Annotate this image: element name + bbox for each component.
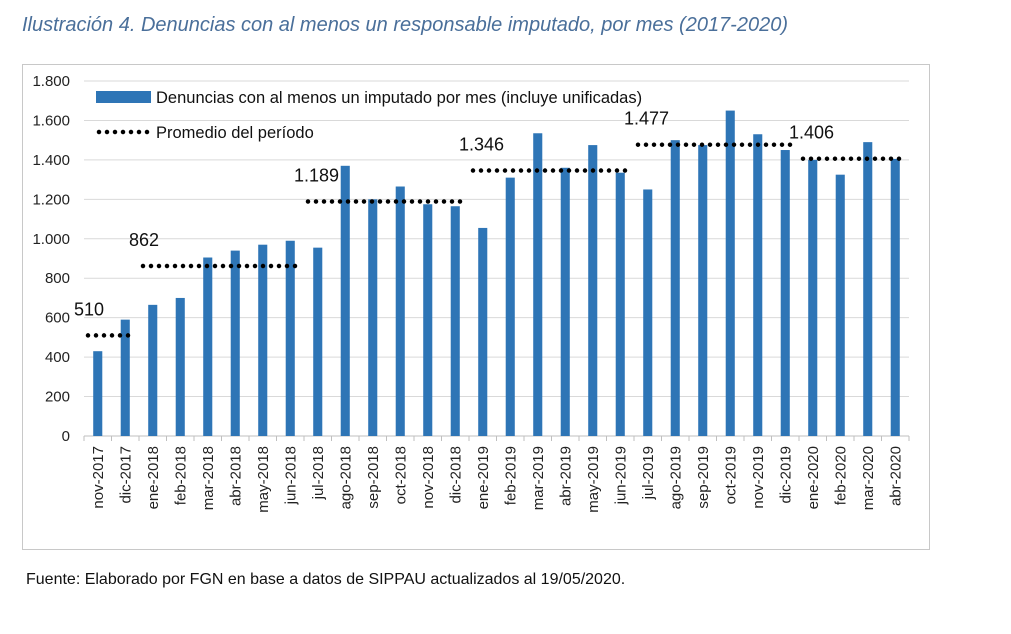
x-tick-label: dic-2018 xyxy=(447,446,464,504)
bar xyxy=(395,186,405,436)
bar xyxy=(93,351,103,436)
average-label: 510 xyxy=(74,299,104,319)
bar xyxy=(203,257,213,436)
legend-swatch-bars xyxy=(96,91,151,103)
x-tick-label: may-2019 xyxy=(585,446,602,513)
bar xyxy=(588,145,598,436)
x-tick-label: jul-2018 xyxy=(310,446,327,500)
legend-label-bars: Denuncias con al menos un imputado por m… xyxy=(156,89,642,107)
x-tick-label: jun-2019 xyxy=(612,446,629,505)
average-label: 1.477 xyxy=(624,109,669,129)
bar xyxy=(368,199,378,436)
x-tick-label: sep-2019 xyxy=(695,446,712,509)
bar xyxy=(423,204,433,436)
bar xyxy=(863,142,873,436)
bar xyxy=(890,158,900,436)
bar xyxy=(670,140,680,436)
bar xyxy=(533,133,543,436)
y-tick-label: 600 xyxy=(45,310,70,327)
x-tick-label: sep-2018 xyxy=(365,446,382,509)
bar xyxy=(698,145,708,436)
y-tick-label: 1.000 xyxy=(32,231,70,248)
bar xyxy=(148,304,158,436)
bar xyxy=(313,247,323,436)
x-tick-label: abr-2018 xyxy=(227,446,244,506)
x-tick-label: nov-2018 xyxy=(420,446,437,509)
chart-frame: 0 200 400 600 800 1.000 1.200 1.400 1.600 1.800 no… xyxy=(22,64,930,550)
bar-chart: 0 200 400 600 800 1.000 1.200 1.400 1.600 1.800 no… xyxy=(32,73,910,513)
x-tick-label: oct-2018 xyxy=(392,446,409,504)
x-tick-label: ene-2019 xyxy=(475,446,492,509)
legend-label-average: Promedio del período xyxy=(156,124,314,142)
x-tick-label: ago-2019 xyxy=(667,446,684,509)
y-tick-label: 800 xyxy=(45,270,70,287)
x-tick-label: abr-2020 xyxy=(887,446,904,506)
average-label: 1.406 xyxy=(789,123,834,143)
x-tick-label: mar-2020 xyxy=(860,446,877,510)
bar xyxy=(258,244,268,436)
bar xyxy=(505,177,515,436)
bar xyxy=(835,174,845,437)
bar xyxy=(780,150,790,436)
x-tick-label: nov-2017 xyxy=(90,446,107,509)
bar xyxy=(450,206,460,436)
x-tick-label: dic-2017 xyxy=(117,446,134,504)
y-tick-label: 1.800 xyxy=(32,73,70,90)
bar xyxy=(560,167,570,436)
x-tick-label: feb-2019 xyxy=(502,446,519,505)
average-label: 1.346 xyxy=(459,135,504,155)
bar xyxy=(725,110,735,437)
y-tick-label: 0 xyxy=(62,428,70,445)
x-tick-label: jun-2018 xyxy=(282,446,299,505)
bar xyxy=(808,159,818,436)
x-tick-label: feb-2018 xyxy=(172,446,189,505)
y-tick-label: 400 xyxy=(45,349,70,366)
average-label: 1.189 xyxy=(294,166,339,186)
y-tick-label: 200 xyxy=(45,389,70,406)
source-note: Fuente: Elaborado por FGN en base a dato… xyxy=(26,571,626,588)
x-tick-label: dic-2019 xyxy=(777,446,794,504)
x-tick-label: ago-2018 xyxy=(337,446,354,509)
bar xyxy=(753,134,763,436)
bar xyxy=(120,319,130,436)
x-tick-label: mar-2019 xyxy=(530,446,547,510)
x-tick-label: feb-2020 xyxy=(832,446,849,505)
bar xyxy=(478,227,488,436)
figure-caption: Ilustración 4. Denuncias con al menos un… xyxy=(22,14,788,36)
average-label: 862 xyxy=(129,230,159,250)
bar xyxy=(285,240,295,436)
bar xyxy=(340,165,350,437)
x-tick-label: may-2018 xyxy=(255,446,272,513)
x-tick-label: nov-2019 xyxy=(750,446,767,509)
bar xyxy=(230,250,240,436)
y-tick-label: 1.600 xyxy=(32,112,70,129)
bar xyxy=(643,189,653,436)
x-tick-label: ene-2020 xyxy=(805,446,822,509)
x-tick-label: jul-2019 xyxy=(640,446,657,500)
y-tick-label: 1.200 xyxy=(32,191,70,208)
x-tick-label: abr-2019 xyxy=(557,446,574,506)
x-tick-label: oct-2019 xyxy=(722,446,739,504)
x-tick-label: ene-2018 xyxy=(145,446,162,509)
y-tick-label: 1.400 xyxy=(32,152,70,169)
bar xyxy=(615,172,625,436)
bar xyxy=(175,297,185,436)
x-tick-label: mar-2018 xyxy=(200,446,217,510)
